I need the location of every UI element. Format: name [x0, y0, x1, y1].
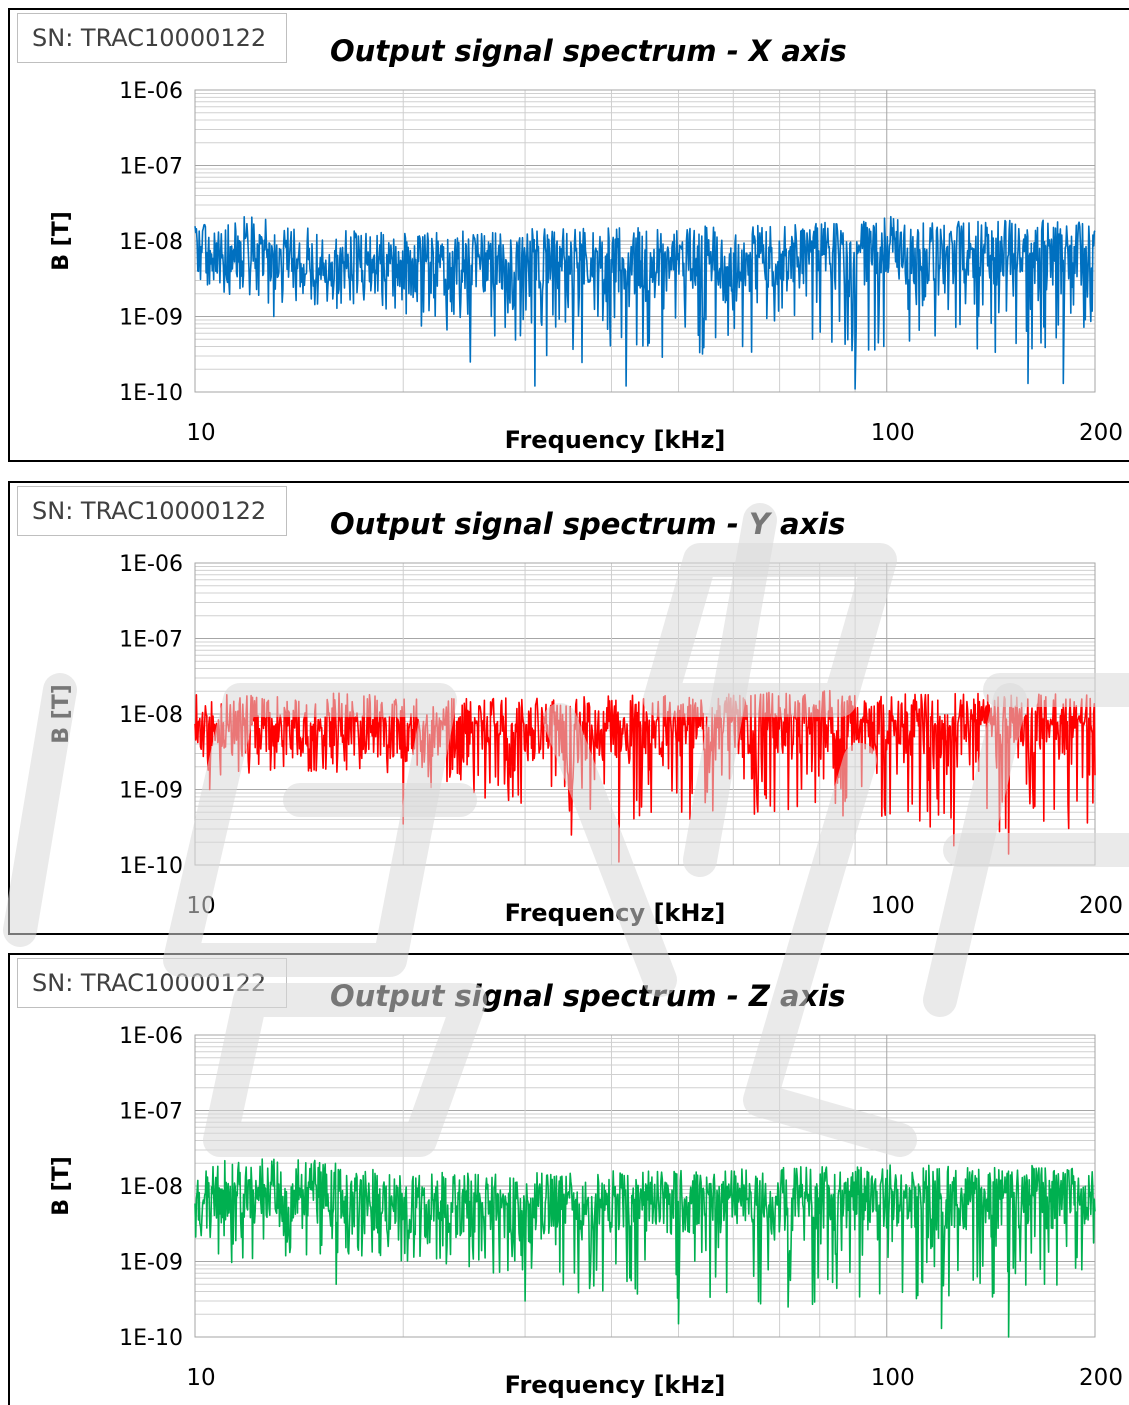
x-tick-label: 200 — [1079, 420, 1123, 446]
x-tick-label: 200 — [1079, 893, 1123, 919]
y-tick-label: 1E-07 — [119, 155, 183, 180]
chart-title: Output signal spectrum - X axis — [330, 34, 847, 68]
y-axis-label: B [T] — [49, 684, 74, 744]
x-tick-label: 100 — [871, 1365, 915, 1391]
x-axis-label: Frequency [kHz] — [505, 1371, 726, 1399]
y-tick-label: 1E-06 — [119, 552, 183, 577]
y-axis-label: B [T] — [49, 211, 74, 271]
x-tick-label: 10 — [186, 893, 215, 919]
y-tick-label: 1E-08 — [119, 1175, 183, 1200]
y-tick-label: 1E-06 — [119, 1024, 183, 1049]
y-tick-label: 1E-10 — [119, 1326, 183, 1351]
y-tick-label: 1E-09 — [119, 306, 183, 331]
x-tick-label: 10 — [186, 1365, 215, 1391]
y-tick-label: 1E-10 — [119, 381, 183, 406]
y-tick-label: 1E-08 — [119, 230, 183, 255]
serial-number-label: SN: TRAC10000122 — [17, 486, 287, 536]
y-tick-label: 1E-09 — [119, 1251, 183, 1276]
x-tick-label: 100 — [871, 420, 915, 446]
x-axis-label: Frequency [kHz] — [505, 899, 726, 927]
serial-number-label: SN: TRAC10000122 — [17, 13, 287, 63]
x-tick-label: 10 — [186, 420, 215, 446]
plot-area-border — [194, 1034, 1096, 1338]
y-tick-label: 1E-06 — [119, 79, 183, 104]
chart-panel-z: SN: TRAC10000122 Output signal spectrum … — [8, 953, 1129, 1405]
x-tick-label: 100 — [871, 893, 915, 919]
x-tick-label: 200 — [1079, 1365, 1123, 1391]
spectrum-chart-x: 1E-10 1E-09 1E-08 1E-07 1E-06 10 100 200 Frequen… — [49, 79, 1123, 454]
spectrum-chart-z: 1E-10 1E-09 1E-08 1E-07 1E-06 10 100 200 Frequen… — [49, 1024, 1123, 1399]
spectrum-series-line — [194, 689, 1096, 863]
y-tick-label: 1E-09 — [119, 779, 183, 804]
x-axis-label: Frequency [kHz] — [505, 426, 726, 454]
y-axis-label: B [T] — [49, 1156, 74, 1216]
y-tick-label: 1E-07 — [119, 628, 183, 653]
spectrum-series-line — [194, 1158, 1096, 1338]
chart-panel-y: SN: TRAC10000122 Output signal spectrum … — [8, 481, 1129, 935]
spectrum-chart-y: 1E-10 1E-09 1E-08 1E-07 1E-06 10 100 200 Frequen… — [49, 552, 1123, 927]
spectrum-series-line — [194, 215, 1096, 390]
y-tick-label: 1E-10 — [119, 854, 183, 879]
y-tick-label: 1E-07 — [119, 1100, 183, 1125]
y-tick-label: 1E-08 — [119, 703, 183, 728]
plot-area-border — [194, 89, 1096, 393]
chart-panel-x: SN: TRAC10000122 Output signal spectrum … — [8, 8, 1129, 462]
